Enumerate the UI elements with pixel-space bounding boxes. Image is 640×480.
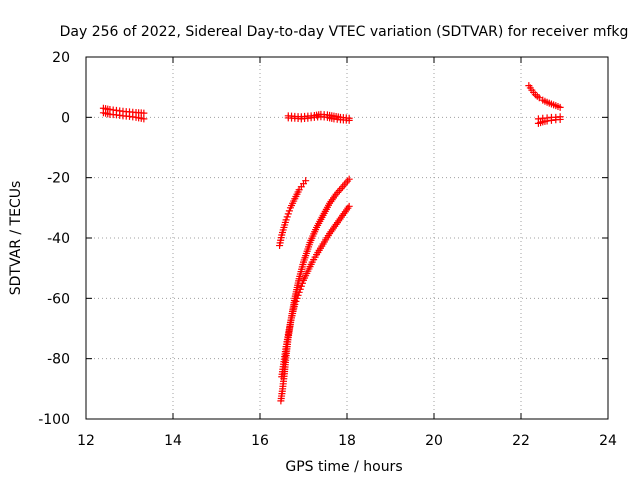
data-point	[328, 114, 336, 122]
y-tick-label: -100	[38, 412, 70, 428]
data-point	[282, 345, 290, 353]
data-point	[556, 113, 564, 121]
data-point	[298, 279, 306, 287]
data-point	[279, 226, 287, 234]
data-point	[530, 88, 538, 96]
data-point	[344, 177, 352, 185]
data-point	[301, 115, 309, 123]
series-8	[525, 82, 564, 111]
data-point	[320, 113, 328, 121]
data-point	[109, 111, 117, 119]
data-point	[129, 113, 137, 121]
data-point	[311, 253, 319, 261]
data-point	[294, 188, 302, 196]
x-tick-label: 24	[599, 433, 617, 449]
data-point	[288, 202, 296, 210]
data-point	[318, 213, 326, 221]
data-point	[137, 114, 145, 122]
data-point	[294, 291, 302, 299]
x-tick-label: 20	[425, 433, 443, 449]
data-point	[318, 242, 326, 250]
data-point	[292, 297, 300, 305]
x-tick-label: 22	[512, 433, 530, 449]
x-tick-label: 12	[77, 433, 95, 449]
data-point	[305, 241, 313, 249]
data-point	[292, 193, 300, 201]
data-point	[294, 115, 302, 123]
series-10	[534, 113, 564, 123]
series-6	[277, 175, 353, 405]
data-point	[302, 177, 310, 185]
data-point	[344, 204, 352, 212]
data-point	[277, 234, 285, 242]
data-point	[293, 294, 301, 302]
series-2	[99, 109, 148, 123]
data-point	[284, 210, 292, 218]
data-point	[534, 115, 542, 123]
series-7	[278, 202, 353, 381]
y-axis-label: SDTVAR / TECUs	[8, 181, 24, 296]
data-point	[307, 260, 315, 268]
data-point	[545, 99, 553, 107]
y-tick-label: 20	[52, 50, 70, 66]
data-point	[337, 185, 345, 193]
data-point	[541, 97, 549, 105]
axis-ticks: 12 14 16 18 20 22 24 -100 -80 -60 -40 -20 0 20	[38, 50, 617, 449]
data-point	[116, 111, 124, 119]
data-point	[295, 277, 303, 285]
data-point	[297, 282, 305, 290]
data-point	[314, 113, 322, 121]
series-4	[284, 113, 353, 124]
data-point	[303, 269, 311, 277]
data-point	[283, 213, 291, 221]
data-point	[533, 92, 541, 100]
x-tick-label: 18	[338, 433, 356, 449]
data-point	[342, 116, 350, 124]
x-axis-label: GPS time / hours	[285, 459, 402, 475]
data-point	[290, 303, 298, 311]
chart-title: Day 256 of 2022, Sidereal Day-to-day VTE…	[60, 24, 629, 40]
data-point	[526, 84, 534, 92]
data-point	[307, 114, 315, 122]
data-point	[333, 115, 341, 123]
x-tick-label: 16	[251, 433, 269, 449]
grid	[86, 57, 608, 419]
data-point	[550, 101, 558, 109]
y-tick-label: -60	[47, 291, 70, 307]
data-point	[299, 261, 307, 269]
data-point	[337, 213, 345, 221]
data-point	[285, 207, 293, 215]
y-tick-label: 0	[61, 110, 70, 126]
y-tick-label: -20	[47, 171, 70, 187]
y-tick-label: -80	[47, 352, 70, 368]
data-point	[104, 110, 112, 118]
data-point	[331, 192, 339, 200]
data-point	[284, 333, 292, 341]
data-point	[281, 218, 289, 226]
data-point	[554, 102, 562, 110]
data-point	[290, 197, 298, 205]
data-point	[296, 285, 304, 293]
data-point	[288, 312, 296, 320]
data-point	[312, 226, 320, 234]
y-tick-label: -40	[47, 231, 70, 247]
data-point	[552, 113, 560, 121]
data-point	[280, 360, 288, 368]
data-point	[286, 321, 294, 329]
data-point	[278, 387, 286, 395]
data-point	[295, 288, 303, 296]
data-point	[331, 222, 339, 230]
series-5	[276, 177, 310, 250]
data-point	[537, 119, 545, 127]
data-point	[543, 114, 551, 122]
data-point	[325, 201, 333, 209]
data-points	[99, 82, 564, 405]
data-point	[324, 232, 332, 240]
data-point	[288, 114, 296, 122]
data-point	[122, 112, 130, 120]
x-tick-label: 14	[164, 433, 182, 449]
